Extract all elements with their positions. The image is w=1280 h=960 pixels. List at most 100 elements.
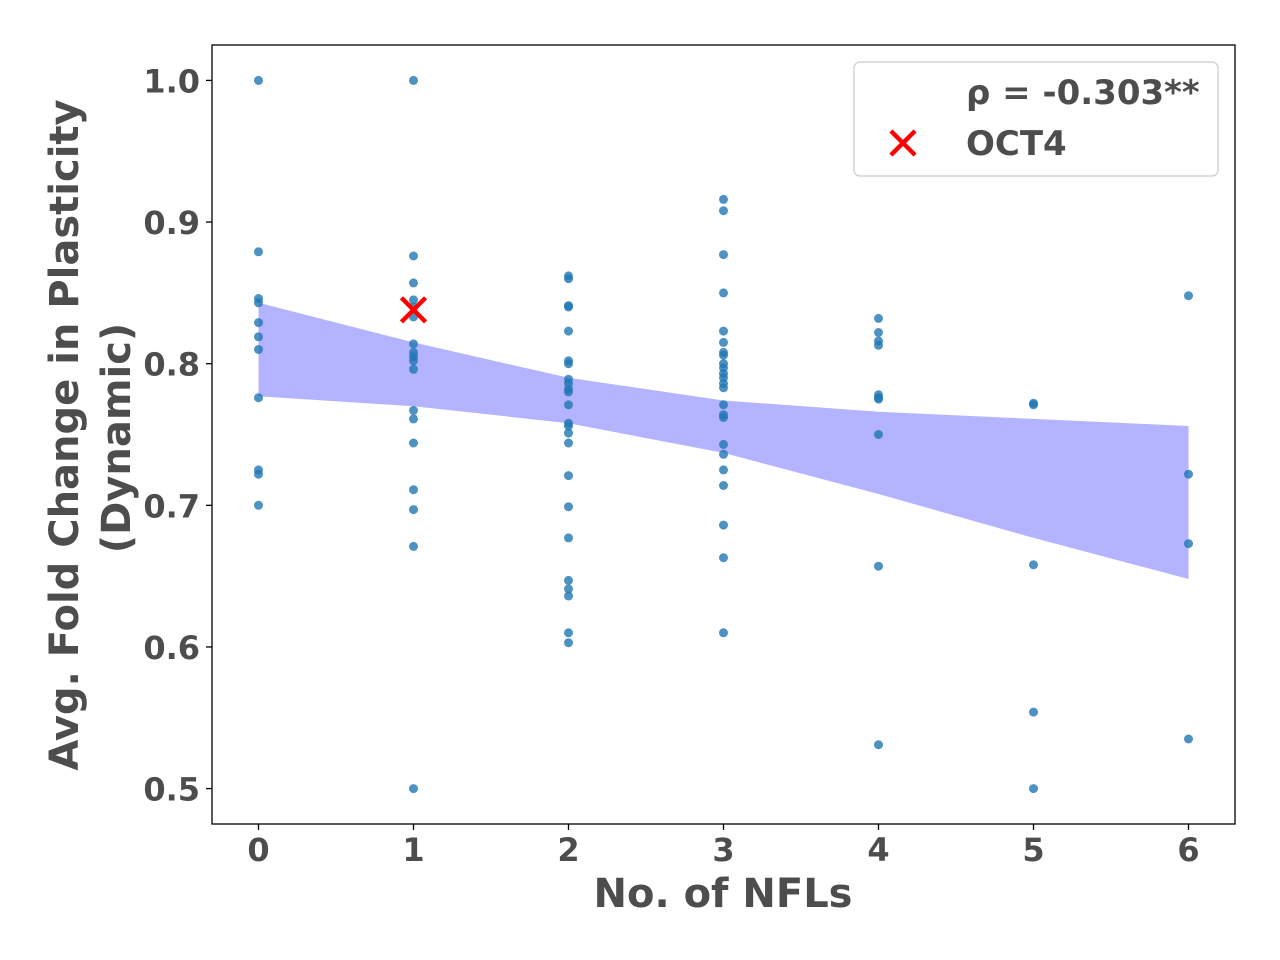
data-point — [564, 533, 573, 543]
data-point — [254, 332, 263, 342]
data-point — [719, 288, 728, 298]
data-point — [564, 428, 573, 438]
data-point — [564, 471, 573, 481]
legend-marker-x-shape — [889, 129, 917, 157]
data-point — [564, 359, 573, 369]
legend-marker-x — [889, 129, 917, 157]
data-point — [564, 302, 573, 312]
data-point — [254, 469, 263, 479]
legend-oct4-label: OCT4 — [966, 124, 1067, 164]
data-point — [874, 328, 883, 337]
x-tick-label: 4 — [867, 831, 889, 869]
highlight-layer — [399, 296, 428, 324]
data-point — [719, 520, 728, 530]
data-point — [564, 400, 573, 410]
legend-box — [853, 61, 1219, 177]
data-point — [719, 481, 728, 490]
x-tick-label: 5 — [1022, 831, 1044, 869]
y-tick-label: 0.5 — [143, 771, 200, 809]
data-point — [1184, 469, 1193, 479]
data-point — [1184, 291, 1193, 301]
data-point — [409, 75, 418, 85]
data-point — [409, 339, 418, 349]
y-tick-label: 0.8 — [143, 346, 200, 384]
legend-stat-label: ρ = -0.303** — [966, 73, 1200, 113]
data-point — [719, 465, 728, 475]
data-point — [719, 439, 728, 449]
data-point — [719, 449, 728, 459]
data-point — [564, 575, 573, 585]
data-point — [874, 740, 883, 750]
data-point — [1029, 784, 1038, 794]
data-point — [719, 194, 728, 204]
data-point — [564, 502, 573, 512]
legend-x-marker-icon — [889, 129, 917, 157]
y-axis-label-line1: Avg. Fold Change in Plasticity — [42, 99, 88, 770]
data-point — [254, 75, 263, 85]
data-point — [874, 430, 883, 439]
data-point — [409, 414, 418, 424]
data-point — [254, 393, 263, 403]
data-point — [564, 638, 573, 648]
x-tick-label: 2 — [557, 831, 579, 869]
data-point — [254, 298, 263, 308]
data-point — [564, 628, 573, 638]
y-axis-label-line2: (Dynamic) — [94, 323, 140, 553]
x-tick-label: 6 — [1177, 831, 1199, 869]
x-tick-label: 1 — [402, 831, 424, 869]
data-point — [409, 278, 418, 288]
data-point — [564, 387, 573, 397]
x-axis-label: No. of NFLs — [594, 871, 853, 917]
data-point — [409, 438, 418, 448]
y-tick-label: 0.6 — [143, 629, 200, 667]
data-point — [254, 247, 263, 257]
y-tick-label: 0.7 — [143, 487, 200, 525]
data-point — [719, 337, 728, 347]
data-point — [409, 251, 418, 261]
data-point — [409, 784, 418, 794]
data-point — [719, 553, 728, 563]
data-point — [719, 326, 728, 336]
legend: ρ = -0.303** OCT4 — [853, 61, 1219, 177]
data-point — [254, 345, 263, 354]
x-tick-label: 3 — [712, 831, 734, 869]
data-point — [1184, 539, 1193, 549]
data-point — [254, 500, 263, 510]
data-point — [254, 318, 263, 328]
y-tick-label: 1.0 — [143, 62, 200, 100]
data-point — [1029, 560, 1038, 570]
data-point — [719, 413, 728, 422]
data-point — [409, 541, 418, 551]
data-points-layer — [254, 75, 1193, 794]
data-point — [719, 350, 728, 360]
data-point — [409, 405, 418, 415]
data-point — [719, 383, 728, 393]
data-point — [564, 584, 573, 594]
data-point — [564, 274, 573, 284]
data-point — [874, 394, 883, 404]
data-point — [719, 206, 728, 216]
data-point — [409, 505, 418, 515]
data-point — [719, 400, 728, 410]
data-point — [564, 326, 573, 336]
data-point — [409, 356, 418, 366]
data-point — [409, 364, 418, 374]
data-point — [564, 591, 573, 601]
data-point — [1029, 400, 1038, 410]
data-point — [874, 340, 883, 350]
data-point — [564, 421, 573, 431]
x-axis-ticks: 0 1 2 3 4 5 6 — [247, 824, 1200, 869]
data-point — [1184, 734, 1193, 744]
data-point — [874, 313, 883, 323]
data-point — [719, 628, 728, 638]
data-point — [874, 561, 883, 571]
data-point — [409, 295, 418, 305]
y-tick-label: 0.9 — [143, 204, 200, 242]
oct4-marker — [399, 296, 428, 324]
data-point — [719, 250, 728, 260]
x-tick-label: 0 — [247, 831, 269, 869]
data-point — [1029, 707, 1038, 717]
data-point — [564, 438, 573, 448]
data-point — [409, 485, 418, 495]
